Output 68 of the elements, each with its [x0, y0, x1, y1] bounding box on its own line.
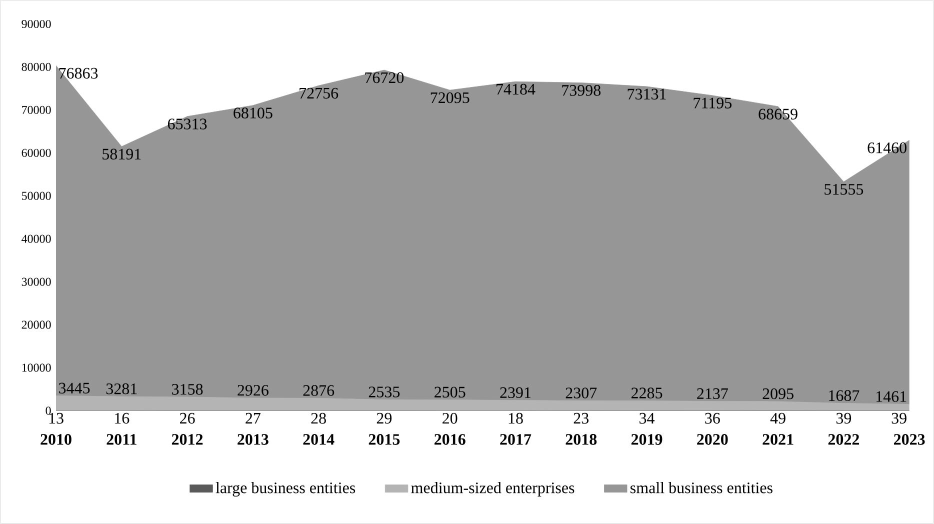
y-tick-label: 70000	[22, 106, 51, 114]
data-label: 3158	[172, 384, 203, 395]
data-label: 2926	[238, 384, 268, 396]
data-label: 58191	[102, 148, 141, 160]
x-tick-label: 2021	[762, 434, 794, 445]
x-tick-label: 2023	[894, 434, 925, 445]
x-tick-label: 2014	[303, 434, 334, 445]
y-tick-label: 80000	[22, 62, 51, 72]
x-tick-label: 2016	[434, 434, 466, 445]
y-tick-label: 20000	[22, 320, 51, 329]
data-label: 76720	[365, 72, 404, 84]
data-label: 16	[115, 412, 130, 424]
data-label: 18	[508, 412, 523, 424]
data-label: 34	[640, 412, 655, 424]
data-label: 74184	[496, 84, 536, 95]
data-label: 2505	[434, 386, 466, 398]
data-label: 20	[442, 412, 458, 424]
data-label: 27	[246, 412, 260, 424]
y-tick-label: 0	[46, 406, 51, 415]
data-label: 1461	[876, 391, 906, 402]
x-tick-label: 2012	[172, 434, 203, 445]
y-tick-label: 50000	[22, 192, 51, 200]
y-tick-label: 40000	[22, 234, 51, 243]
x-tick-label: 2019	[631, 434, 662, 445]
data-label: 68105	[234, 108, 272, 118]
data-label: 61460	[868, 142, 906, 154]
data-label: 72095	[430, 92, 470, 104]
x-tick-label: 2020	[697, 434, 728, 445]
data-label: 3445	[59, 382, 90, 394]
x-tick-label: 2010	[40, 434, 72, 445]
y-tick-label: 10000	[22, 364, 51, 372]
data-label: 73131	[628, 88, 666, 100]
legend-label: small business entities	[630, 482, 772, 494]
data-label: 72756	[300, 88, 338, 99]
data-label: 51555	[824, 184, 864, 195]
data-label: 39	[836, 412, 852, 424]
data-label: 2307	[566, 388, 597, 398]
data-label: 76863	[59, 68, 98, 79]
data-label: 2876	[303, 385, 334, 396]
x-tick-label: 2011	[106, 434, 136, 445]
legend-label: large business entities	[216, 482, 356, 497]
legend-label: medium-sized enterprises	[411, 482, 574, 496]
x-tick-label: 2018	[566, 434, 597, 445]
data-label: 3281	[106, 383, 137, 394]
data-label: 23	[574, 412, 589, 424]
data-label: 71195	[694, 98, 732, 108]
data-label: 26	[180, 412, 195, 424]
data-label: 65313	[168, 118, 207, 130]
data-label: 2285	[631, 388, 662, 398]
data-label: 49	[770, 412, 786, 424]
data-label: 28	[311, 412, 326, 424]
y-tick-label: 30000	[22, 278, 51, 286]
data-label: 2391	[500, 387, 531, 398]
x-tick-label: 2015	[368, 434, 400, 445]
y-tick-label: 90000	[22, 20, 51, 28]
data-label: 2535	[368, 386, 400, 398]
x-tick-label: 2013	[238, 434, 268, 445]
data-label: 2095	[762, 388, 794, 400]
data-label: 1687	[829, 390, 860, 401]
data-label: 73998	[562, 84, 601, 96]
data-label: 29	[376, 412, 392, 424]
y-tick-label: 60000	[22, 148, 51, 157]
x-tick-label: 2022	[828, 434, 860, 445]
data-label: 2137	[697, 388, 728, 400]
data-label: 39	[892, 412, 906, 424]
data-label: 36	[705, 412, 720, 424]
data-label: 13	[49, 412, 64, 424]
x-tick-label: 2017	[500, 434, 532, 445]
